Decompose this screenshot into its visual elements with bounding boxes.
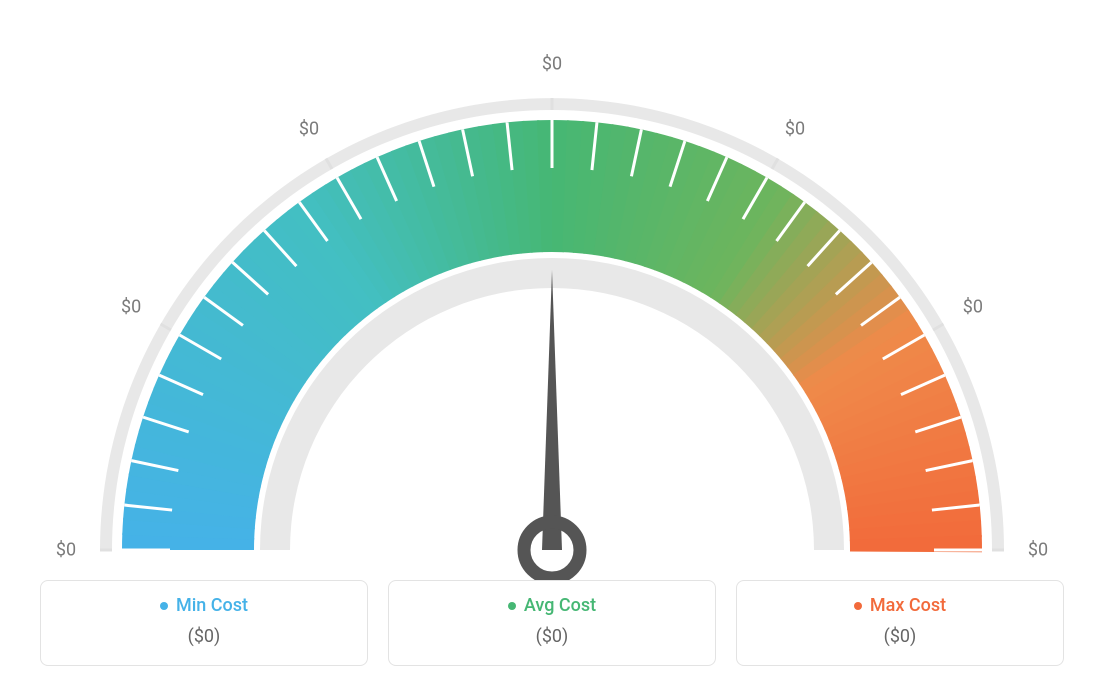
legend-value-min: ($0) — [51, 626, 357, 647]
legend-card-min: Min Cost ($0) — [40, 580, 368, 667]
legend-dot-avg — [508, 602, 516, 610]
legend-label-avg: Avg Cost — [524, 595, 596, 616]
gauge-tick-label: $0 — [121, 297, 141, 318]
gauge-tick-label: $0 — [299, 119, 319, 140]
gauge-tick-label: $0 — [542, 54, 562, 75]
legend-row: Min Cost ($0) Avg Cost ($0) Max Cost ($0… — [40, 580, 1064, 667]
legend-title-max: Max Cost — [854, 595, 946, 616]
gauge-chart: $0 $0 $0 $0 $0 $0 $0 — [0, 0, 1104, 560]
legend-value-max: ($0) — [747, 626, 1053, 647]
gauge-tick-label: $0 — [56, 540, 76, 561]
legend-title-min: Min Cost — [160, 595, 248, 616]
legend-dot-max — [854, 602, 862, 610]
legend-label-max: Max Cost — [870, 595, 946, 616]
legend-label-min: Min Cost — [176, 595, 248, 616]
legend-card-max: Max Cost ($0) — [736, 580, 1064, 667]
legend-title-avg: Avg Cost — [508, 595, 596, 616]
legend-value-avg: ($0) — [399, 626, 705, 647]
legend-card-avg: Avg Cost ($0) — [388, 580, 716, 667]
gauge-tick-label: $0 — [1028, 540, 1048, 561]
legend-dot-min — [160, 602, 168, 610]
gauge-svg — [0, 20, 1104, 580]
gauge-tick-label: $0 — [785, 119, 805, 140]
gauge-tick-label: $0 — [963, 297, 983, 318]
